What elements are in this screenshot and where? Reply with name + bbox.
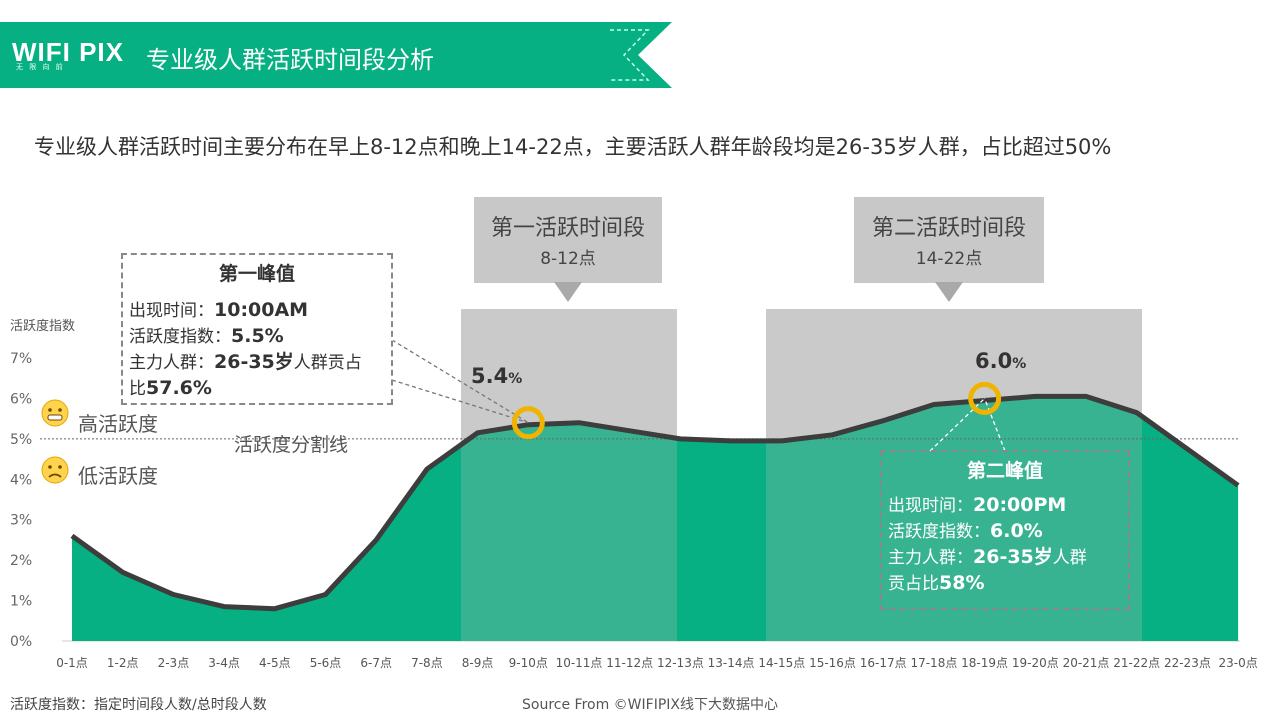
zone-2-label: 第二活跃时间段 14-22点 (854, 210, 1044, 269)
zone-label-box-2 (854, 197, 1044, 283)
peak-2-callout: 第二峰值 出现时间：20:00PM 活跃度指数：6.0% 主力人群：26-35岁… (880, 450, 1130, 610)
zone-arrow-2 (935, 282, 963, 302)
brand-logo-subtext: 无 限 向 前 (16, 63, 65, 71)
peak-1-pointer (391, 379, 529, 424)
peak-1-title: 第一峰值 (218, 263, 295, 285)
x-tick-label: 19-20点 (1012, 656, 1059, 670)
x-tick-label: 1-2点 (107, 656, 139, 670)
zone-1-title: 第一活跃时间段 (490, 216, 645, 241)
peak-2-value-label: 6.0% (975, 349, 1027, 373)
y-tick-label: 7% (10, 351, 32, 367)
peak-2-index: 活跃度指数：6.0% (888, 520, 1043, 542)
peak-2-group: 主力人群：26-35岁人群 (888, 546, 1087, 568)
peak-1-callout: 第一峰值 出现时间：10:00AM 活跃度指数：5.5% 主力人群：26-35岁… (121, 253, 393, 405)
y-tick-label: 4% (10, 472, 32, 488)
peak-2-time: 出现时间：20:00PM (888, 494, 1067, 516)
y-axis-title: 活跃度指数 (10, 319, 76, 334)
y-tick-label: 2% (10, 553, 32, 569)
header-banner (0, 22, 672, 88)
peak-markers (511, 381, 1002, 440)
brand-logo: WIFI PIX (12, 37, 124, 67)
x-tick-label: 2-3点 (158, 656, 190, 670)
x-tick-label: 23-0点 (1218, 656, 1257, 670)
legend-high-label: 高活跃度 (78, 412, 158, 436)
y-tick-label: 6% (10, 391, 32, 407)
zone-arrow-1 (554, 282, 582, 302)
x-tick-label: 22-23点 (1164, 656, 1211, 670)
x-tick-label: 6-7点 (360, 656, 392, 670)
highlight-zone-overlay-2 (766, 309, 1142, 641)
legend-low-label: 低活跃度 (78, 464, 158, 488)
x-tick-label: 13-14点 (708, 656, 755, 670)
x-tick-label: 0-1点 (56, 656, 88, 670)
peak-2-title: 第二峰值 (966, 460, 1043, 482)
x-tick-label: 4-5点 (259, 656, 291, 670)
activity-line (70, 393, 1240, 612)
x-axis: 0-1点 1-2点 2-3点 3-4点 4-5点 5-6点 6-7点 7-8点 8-9点 9-10… (56, 656, 1258, 670)
highlight-zone-overlays (461, 309, 1142, 641)
page-subtitle: 专业级人群活跃时间主要分布在早上8-12点和晚上14-22点，主要活跃人群年龄段… (34, 135, 1112, 159)
x-tick-label: 20-21点 (1063, 656, 1110, 670)
zone-label-box-1 (474, 197, 662, 283)
x-tick-label: 15-16点 (809, 656, 856, 670)
zone-1-label: 第一活跃时间段 8-12点 (474, 210, 662, 269)
x-tick-label: 7-8点 (411, 656, 443, 670)
peak-2-marker (968, 381, 1002, 415)
highlight-zone-overlay-1 (461, 309, 677, 641)
divider-label: 活跃度分割线 (234, 434, 349, 456)
peak-1-value-label: 5.4% (471, 364, 523, 388)
peak-1-index: 活跃度指数：5.5% (129, 325, 284, 347)
x-tick-label: 14-15点 (758, 656, 805, 670)
peak-1-pointer (391, 339, 529, 424)
y-tick-label: 5% (10, 432, 32, 448)
x-tick-label: 11-12点 (606, 656, 653, 670)
x-tick-label: 5-6点 (310, 656, 342, 670)
zone-2-title: 第二活跃时间段 (871, 216, 1026, 241)
zone-2-range: 14-22点 (915, 249, 983, 269)
peak-1-share: 比57.6% (129, 377, 212, 399)
banner-dashed-line (610, 29, 650, 81)
y-tick-label: 3% (10, 513, 32, 529)
y-tick-label: 0% (10, 634, 32, 650)
x-tick-label: 12-13点 (657, 656, 704, 670)
peak-2-share: 贡占比58% (888, 572, 985, 594)
footer-source: Source From ©WIFIPIX线下大数据中心 (522, 697, 778, 713)
x-tick-label: 8-9点 (462, 656, 494, 670)
x-tick-label: 3-4点 (208, 656, 240, 670)
x-tick-label: 10-11点 (556, 656, 603, 670)
page-title: 专业级人群活跃时间段分析 (146, 46, 434, 74)
legend-low-icon (40, 455, 70, 490)
footer-note: 活跃度指数：指定时间段人数/总时段人数 (10, 697, 267, 713)
peak-1-marker (511, 406, 545, 440)
peak-1-time: 出现时间：10:00AM (129, 299, 309, 321)
legend-high-icon (40, 398, 70, 433)
banner-shape (0, 22, 672, 88)
peak-1-group: 主力人群：26-35岁人群贡占 (129, 351, 362, 373)
x-tick-label: 16-17点 (860, 656, 907, 670)
x-tick-label: 17-18点 (910, 656, 957, 670)
peak-2-pointer (983, 398, 1006, 452)
x-tick-label: 21-22点 (1113, 656, 1160, 670)
x-tick-label: 18-19点 (961, 656, 1008, 670)
y-tick-label: 1% (10, 594, 32, 610)
x-tick-label: 9-10点 (509, 656, 548, 670)
zone-1-range: 8-12点 (540, 249, 596, 269)
activity-area (72, 396, 1239, 641)
